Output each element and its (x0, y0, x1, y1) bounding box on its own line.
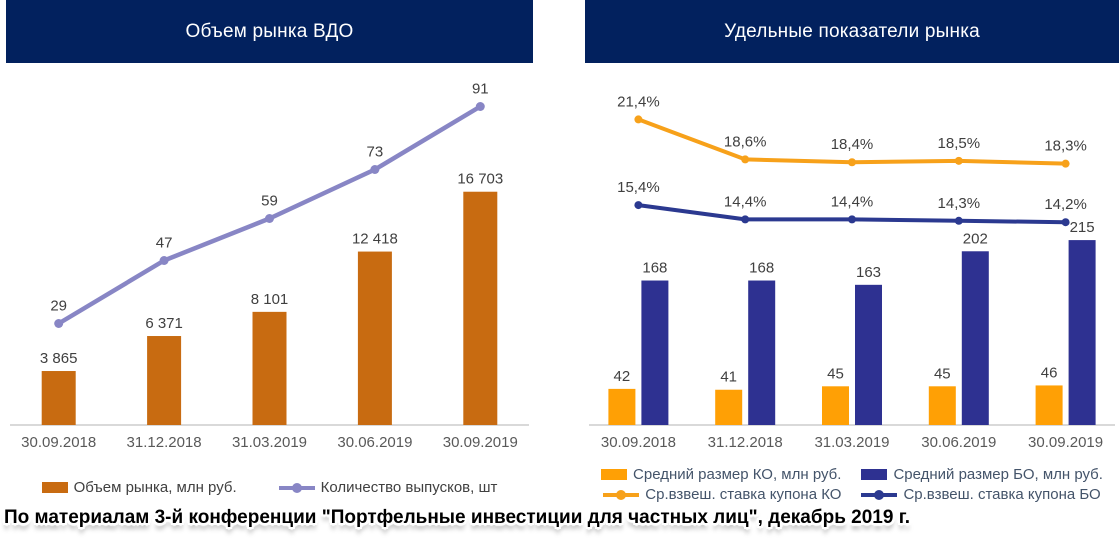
value-label: 3 865 (40, 350, 78, 367)
value-label: 16 703 (457, 171, 503, 188)
value-label: 47 (156, 235, 173, 252)
x-axis-label: 30.06.2019 (921, 434, 996, 451)
value-label: 6 371 (145, 315, 183, 332)
line-marker (54, 319, 64, 328)
x-axis-label: 31.03.2019 (814, 434, 889, 451)
legend-row-lines: Ср.взвеш. ставка купона КО Ср.взвеш. ста… (585, 486, 1119, 503)
line-marker (1061, 218, 1070, 227)
line-marker (741, 215, 750, 224)
x-axis-label: 31.03.2019 (232, 434, 307, 451)
value-label: 8 101 (251, 291, 289, 308)
bar (641, 280, 669, 425)
x-axis-label: 30.09.2019 (443, 434, 518, 451)
value-label: 18,4% (831, 136, 874, 153)
legend-item-issues-count: Количество выпусков, шт (278, 479, 498, 496)
bar (715, 389, 743, 425)
line-swatch-icon (861, 492, 898, 497)
value-label: 41 (720, 369, 737, 386)
left-chart-legend: Объем рынка, млн руб. Количество выпуско… (6, 479, 533, 496)
value-label: 29 (50, 298, 67, 315)
line-swatch-icon (603, 492, 640, 497)
value-label: 18,5% (938, 135, 981, 152)
bar-swatch-icon (41, 482, 68, 493)
line-marker (634, 115, 643, 124)
bar (147, 336, 182, 425)
bar (357, 251, 392, 425)
value-label: 45 (934, 365, 951, 382)
legend-label: Количество выпусков, шт (320, 479, 498, 496)
value-label: 14,2% (1044, 196, 1087, 213)
legend-item-volume: Объем рынка, млн руб. (41, 479, 237, 496)
bar (855, 284, 882, 425)
value-label: 18,3% (1044, 138, 1087, 155)
value-label: 45 (827, 365, 844, 382)
legend-label: Объем рынка, млн руб. (73, 479, 237, 496)
line-marker (265, 214, 274, 223)
unit-indicators-chart: 42 41 45 45 46 168 168 163 202 215 21,4% 18,6% 18,4%… (589, 93, 1115, 451)
value-label: 18,6% (724, 133, 767, 150)
line-marker (370, 165, 380, 174)
value-label: 15,4% (617, 179, 660, 196)
source-caption: По материалам 3-й конференции "Портфельн… (4, 507, 911, 528)
legend-label: Средний размер БО, млн руб. (893, 466, 1103, 483)
right-chart-title: Удельные показатели рынка (585, 0, 1119, 63)
value-label: 215 (1070, 219, 1095, 236)
value-label: 59 (261, 193, 278, 210)
value-label: 91 (472, 81, 489, 98)
value-label: 14,4% (831, 193, 874, 210)
x-axis-label: 30.09.2018 (601, 434, 676, 451)
value-label: 202 (963, 230, 988, 247)
legend-item-ko-size: Средний размер КО, млн руб. (601, 466, 841, 483)
line-marker (741, 155, 750, 164)
bar (822, 386, 849, 425)
legend-row-bars: Средний размер КО, млн руб. Средний разм… (585, 466, 1119, 483)
bar (608, 388, 636, 425)
x-axis-label: 31.12.2018 (127, 434, 202, 451)
line-swatch-icon (278, 485, 315, 490)
bar (1035, 385, 1063, 425)
value-label: 21,4% (617, 93, 660, 110)
bar-swatch-icon (861, 469, 888, 480)
value-label: 168 (749, 260, 774, 277)
line-marker (475, 102, 485, 111)
bar (748, 280, 776, 425)
bar (252, 311, 287, 425)
value-label: 163 (856, 264, 881, 281)
value-label: 168 (642, 260, 667, 277)
x-axis-label: 31.12.2018 (708, 434, 783, 451)
value-label: 46 (1041, 364, 1058, 381)
bar-swatch-icon (601, 469, 628, 480)
legend-item-bo-size: Средний размер БО, млн руб. (861, 466, 1103, 483)
line-marker (159, 256, 169, 265)
value-label: 14,4% (724, 193, 767, 210)
line-marker (848, 158, 856, 167)
value-label: 42 (614, 368, 631, 385)
bar (928, 386, 956, 425)
line-marker (1061, 159, 1070, 168)
right-chart-legend: Средний размер КО, млн руб. Средний разм… (585, 466, 1119, 503)
market-unit-indicators-panel: Удельные показатели рынка 42 41 45 45 46 168 1… (585, 0, 1119, 503)
x-axis-label: 30.06.2019 (337, 434, 412, 451)
line-marker (954, 156, 963, 165)
bar (961, 251, 989, 425)
legend-label: Средний размер КО, млн руб. (633, 466, 842, 483)
vdo-volume-chart: 3 865 6 371 8 101 12 418 16 703 29 47 59 73 91 30.… (10, 81, 529, 451)
legend-label: Ср.взвеш. ставка купона КО (645, 486, 842, 503)
legend-item-ko-coupon-rate: Ср.взвеш. ставка купона КО (603, 486, 841, 503)
left-chart-title: Объем рынка ВДО (6, 0, 533, 63)
value-label: 14,3% (938, 195, 981, 212)
x-axis-label: 30.09.2018 (21, 434, 96, 451)
legend-item-bo-coupon-rate: Ср.взвеш. ставка купона БО (861, 486, 1101, 503)
line-marker (848, 215, 856, 224)
vdo-volume-panel: Объем рынка ВДО 3 865 6 371 8 101 12 418 16 … (6, 0, 533, 496)
line-marker (634, 201, 643, 210)
line-marker (954, 216, 963, 225)
bar (1068, 240, 1096, 425)
value-label: 73 (367, 144, 384, 161)
x-axis-label: 30.09.2019 (1028, 434, 1103, 451)
legend-label: Ср.взвеш. ставка купона БО (903, 486, 1101, 503)
bar (41, 371, 76, 425)
value-label: 12 418 (352, 231, 398, 248)
bar (463, 191, 498, 425)
